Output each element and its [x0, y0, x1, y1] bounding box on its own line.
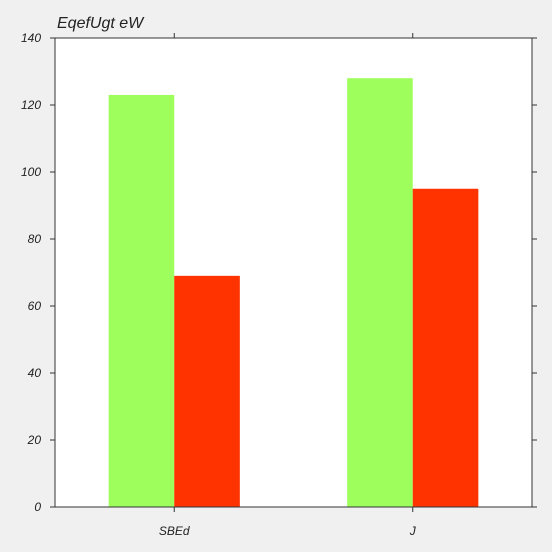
bar-series1-j — [347, 78, 413, 507]
y-tick-label: 60 — [28, 299, 42, 313]
x-tick-label: J — [409, 524, 417, 538]
bars-group — [108, 78, 479, 507]
y-tick-label: 100 — [21, 165, 41, 179]
y-ticks-group: 0 20 40 60 80 100 120 140 — [21, 31, 537, 514]
x-ticks-group: SBEd J — [159, 33, 417, 538]
y-tick-label: 120 — [21, 98, 41, 112]
bar-series2-j — [412, 188, 479, 507]
y-tick-label: 0 — [34, 500, 41, 514]
bar-series1-sbed — [108, 94, 175, 507]
y-tick-label: 140 — [21, 31, 41, 45]
bar-series2-sbed — [174, 275, 240, 507]
y-tick-label: 40 — [28, 366, 42, 380]
chart-title: EqefUgt eW — [57, 15, 145, 32]
axes-group — [54, 37, 533, 508]
y-tick-label: 80 — [28, 232, 42, 246]
y-tick-label: 20 — [27, 433, 42, 447]
x-tick-label: SBEd — [159, 524, 190, 538]
